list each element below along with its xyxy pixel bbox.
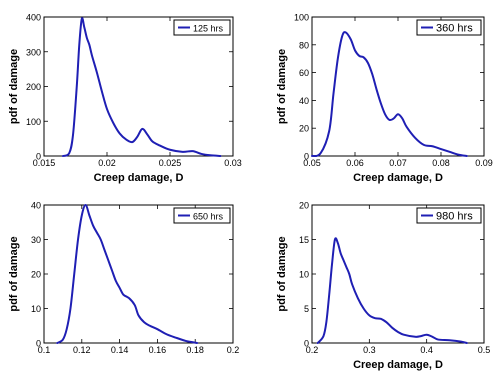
y-axis-label: pdf of damage [276, 236, 288, 311]
x-tick-label: 0.07 [389, 158, 407, 168]
y-tick-label: 10 [299, 270, 309, 280]
plot-frame [311, 204, 485, 344]
legend-box [173, 19, 231, 36]
y-tick-label: 60 [299, 68, 309, 78]
x-tick-label: 0.015 [33, 158, 56, 168]
y-tick-label: 0 [304, 152, 309, 162]
chart-panel-2: 0.05 0.06 0.07 0.08 0.09 0 20 40 60 80 100 Creep da… [276, 13, 493, 185]
y-tick-label: 20 [299, 201, 309, 211]
x-axis-label: Creep damage, D [353, 359, 443, 371]
legend-box [173, 207, 231, 224]
x-tick-label: 0.09 [475, 158, 493, 168]
x-tick-label: 0.05 [303, 158, 321, 168]
legend-label: 650 hrs [193, 212, 224, 222]
x-tick-label: 0.18 [186, 345, 204, 355]
y-axis-label: pdf of damage [8, 49, 20, 124]
x-tick-label: 0.02 [98, 158, 116, 168]
y-tick-label: 100 [26, 117, 41, 127]
y-tick-label: 80 [299, 40, 309, 50]
legend-box [416, 19, 482, 36]
chart-panel-1: 0.015 0.02 0.025 0.03 0 100 200 300 400 Creep dam… [8, 13, 242, 185]
x-tick-label: 0.06 [346, 158, 364, 168]
series-line-980-hrs [316, 237, 468, 344]
x-axis-label: Creep damage, D [94, 172, 184, 184]
chart-panel-3: 0.1 0.12 0.14 0.16 0.18 0.2 0 10 20 30 40 pdf of da… [8, 201, 239, 356]
legend-label: 125 hrs [193, 24, 224, 34]
chart-panel-4: 0.2 0.3 0.4 0.5 0 5 10 15 20 Creep damage, D pdf o… [276, 201, 490, 371]
y-tick-label: 40 [299, 96, 309, 106]
y-tick-label: 20 [31, 270, 41, 280]
y-axis-label: pdf of damage [276, 49, 288, 124]
x-tick-label: 0.3 [363, 345, 376, 355]
y-tick-label: 30 [31, 235, 41, 245]
x-tick-label: 0.025 [159, 158, 182, 168]
x-tick-label: 0.2 [227, 345, 240, 355]
x-tick-label: 0.16 [149, 345, 167, 355]
x-tick-label: 0.4 [420, 345, 433, 355]
legend-label: 980 hrs [436, 211, 473, 223]
y-axis-label: pdf of damage [8, 236, 20, 311]
x-tick-label: 0.5 [478, 345, 491, 355]
plot-frame [311, 16, 485, 157]
x-tick-label: 0.1 [38, 345, 51, 355]
y-tick-label: 0 [304, 339, 309, 349]
plot-frame [43, 204, 234, 344]
series-line-125-hrs [61, 17, 222, 157]
y-tick-label: 15 [299, 235, 309, 245]
y-tick-label: 5 [304, 304, 309, 314]
x-axis-label: Creep damage, D [353, 172, 443, 184]
x-tick-label: 0.03 [224, 158, 242, 168]
y-tick-label: 20 [299, 124, 309, 134]
series-line-360-hrs [311, 31, 468, 158]
series-line-650-hrs [56, 204, 199, 344]
y-tick-label: 40 [31, 201, 41, 211]
legend-box [416, 207, 482, 224]
y-tick-label: 10 [31, 304, 41, 314]
x-tick-label: 0.12 [73, 345, 91, 355]
y-tick-label: 0 [36, 339, 41, 349]
legend-label: 360 hrs [436, 23, 473, 35]
x-tick-label: 0.08 [432, 158, 450, 168]
y-tick-label: 100 [294, 13, 309, 23]
y-tick-label: 200 [26, 82, 41, 92]
y-tick-label: 300 [26, 47, 41, 57]
x-tick-label: 0.14 [111, 345, 129, 355]
x-tick-label: 0.2 [306, 345, 319, 355]
y-tick-label: 400 [26, 13, 41, 23]
y-tick-label: 0 [36, 152, 41, 162]
